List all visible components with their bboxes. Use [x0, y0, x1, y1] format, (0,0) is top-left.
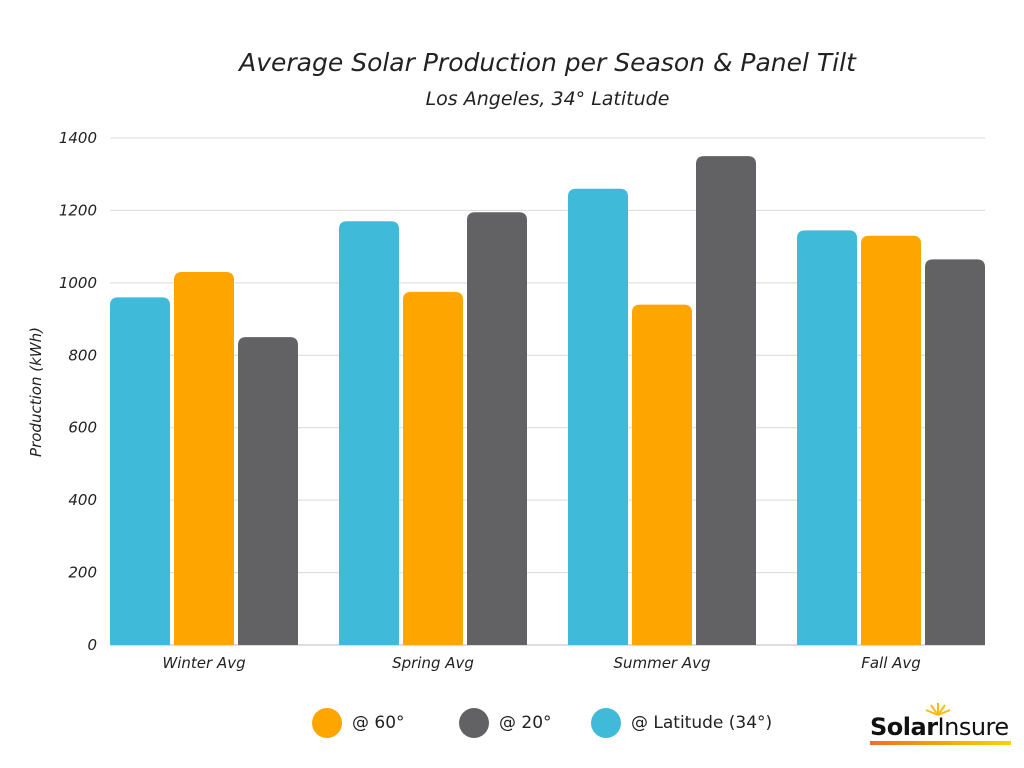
y-tick-label: 600 [68, 419, 97, 437]
legend-item: @ Latitude (34°) [591, 708, 772, 738]
chart-title: Average Solar Production per Season & Pa… [239, 48, 856, 77]
logo-wordmark: SolarInsure [870, 713, 1009, 741]
x-tick-label: Summer Avg [613, 654, 710, 672]
bar [174, 271, 234, 645]
legend-swatch [459, 708, 489, 738]
bar [467, 212, 527, 645]
y-axis-label: Production (kWh) [27, 327, 45, 457]
solarinsure-logo: SolarInsure [868, 703, 1013, 745]
bar [339, 221, 399, 646]
bar [238, 337, 298, 645]
legend-label: @ 60° [352, 713, 405, 733]
y-tick-label: 1200 [59, 201, 97, 219]
sun-icon [925, 703, 951, 716]
bar [568, 188, 628, 645]
bar [696, 156, 756, 645]
legend-label: @ 20° [499, 713, 552, 733]
bar [110, 297, 170, 645]
y-tick-label: 1400 [59, 129, 97, 147]
y-tick-label: 1000 [59, 274, 97, 292]
legend-label: @ Latitude (34°) [631, 713, 773, 733]
bar [632, 304, 692, 645]
legend-swatch [591, 708, 621, 738]
y-tick-label: 200 [68, 564, 97, 582]
y-tick-label: 400 [68, 491, 97, 509]
bar [925, 259, 985, 645]
y-tick-label: 800 [68, 346, 97, 364]
logo-underline [870, 741, 1011, 745]
x-tick-label: Winter Avg [162, 654, 245, 672]
bar [861, 235, 921, 645]
legend-swatch [312, 708, 342, 738]
y-tick-label: 0 [87, 636, 97, 654]
x-tick-label: Fall Avg [861, 654, 921, 672]
x-tick-label: Spring Avg [392, 654, 474, 672]
legend-item: @ 20° [459, 708, 552, 738]
bar [797, 230, 857, 645]
legend-item: @ 60° [312, 708, 405, 738]
chart-subtitle: Los Angeles, 34° Latitude [425, 88, 670, 110]
bar [403, 291, 463, 645]
